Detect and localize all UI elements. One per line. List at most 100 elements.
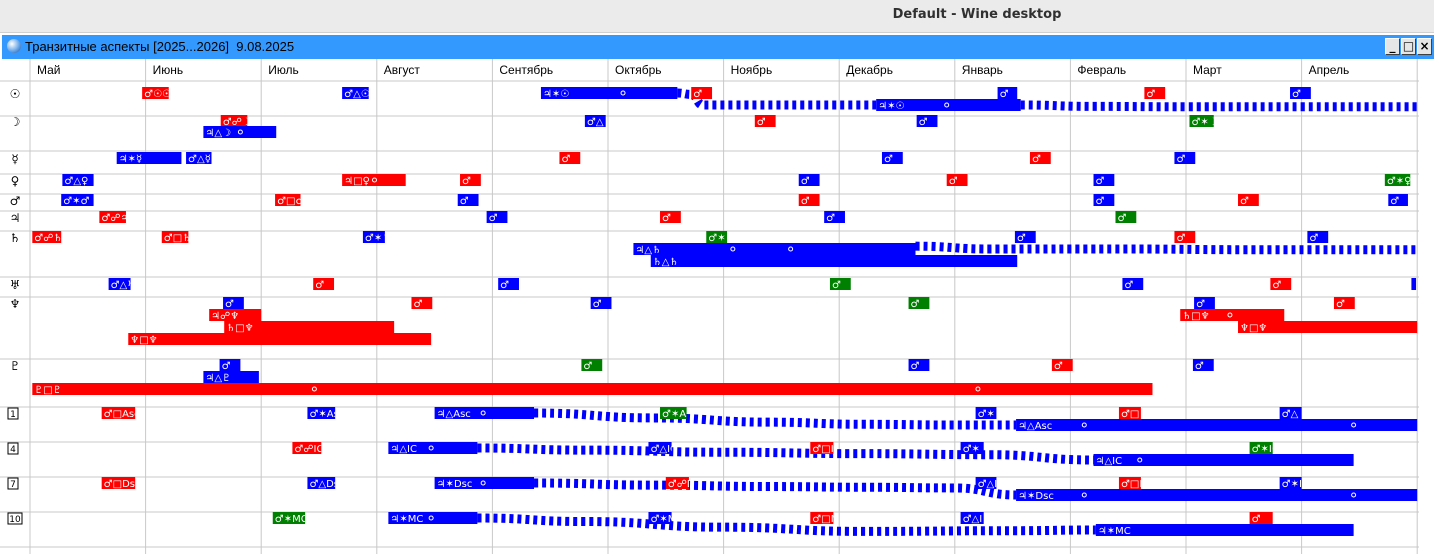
- aspect-bar-rect[interactable]: [99, 211, 126, 223]
- aspect-bar-rect[interactable]: [881, 152, 903, 164]
- aspect-bar[interactable]: ♂: [946, 174, 968, 187]
- aspect-bar-rect[interactable]: [1192, 359, 1214, 371]
- aspect-bar-rect[interactable]: [498, 278, 519, 290]
- aspect-bar[interactable]: ♂: [1307, 231, 1329, 244]
- aspect-bar[interactable]: ♂: [908, 359, 930, 372]
- aspect-bar-rect[interactable]: [1014, 231, 1036, 243]
- aspect-bar[interactable]: ♂: [223, 297, 244, 310]
- aspect-bar[interactable]: ♂: [581, 359, 603, 372]
- aspect-bar[interactable]: ♂: [1290, 87, 1311, 100]
- aspect-bar[interactable]: ♂: [1122, 278, 1144, 291]
- aspect-bar-rect[interactable]: [32, 383, 1153, 395]
- aspect-bar[interactable]: ♄△♄: [650, 255, 1018, 268]
- aspect-bar[interactable]: ♂✶IC: [1249, 442, 1279, 455]
- aspect-bar[interactable]: ♂: [881, 152, 903, 165]
- aspect-bar-rect[interactable]: [1290, 87, 1311, 99]
- aspect-bar-rect[interactable]: [1118, 407, 1141, 419]
- aspect-bar[interactable]: ♂△Dsc: [307, 477, 344, 490]
- aspect-bar-rect[interactable]: [1279, 477, 1302, 489]
- aspect-bar-rect[interactable]: [648, 442, 672, 454]
- aspect-bar-rect[interactable]: [1249, 512, 1273, 524]
- aspect-bar[interactable]: ♃△IC: [388, 442, 478, 455]
- aspect-bar-rect[interactable]: [691, 87, 713, 99]
- aspect-bar[interactable]: ♂: [660, 211, 681, 224]
- aspect-bar[interactable]: ♂✶MC: [648, 512, 683, 525]
- aspect-bar[interactable]: ♂: [1174, 231, 1196, 244]
- aspect-bar-rect[interactable]: [559, 152, 581, 164]
- aspect-bar[interactable]: ♃✶☿: [116, 152, 182, 165]
- aspect-bar-rect[interactable]: [128, 333, 432, 345]
- aspect-bar[interactable]: [1411, 278, 1417, 290]
- aspect-bar[interactable]: ♂☍Dsc: [665, 477, 706, 490]
- aspect-bar-rect[interactable]: [798, 174, 820, 186]
- aspect-bar[interactable]: ♂: [691, 87, 713, 100]
- aspect-bar-rect[interactable]: [1095, 524, 1354, 536]
- aspect-bar-rect[interactable]: [62, 174, 94, 186]
- aspect-bar[interactable]: ♂: [590, 297, 612, 310]
- aspect-bar-rect[interactable]: [660, 211, 681, 223]
- aspect-bar[interactable]: ♂: [1388, 194, 1408, 207]
- aspect-bar[interactable]: ♂: [824, 211, 845, 224]
- aspect-bar-rect[interactable]: [1051, 359, 1073, 371]
- aspect-bar[interactable]: ♂: [1115, 211, 1137, 224]
- aspect-bar-rect[interactable]: [650, 255, 1018, 267]
- aspect-bar-rect[interactable]: [434, 477, 535, 489]
- aspect-bar-rect[interactable]: [108, 278, 131, 290]
- close-button[interactable]: ×: [1417, 38, 1432, 55]
- aspect-bar-rect[interactable]: [706, 231, 728, 243]
- aspect-bar[interactable]: ♂□Dsc: [101, 477, 141, 490]
- aspect-bar-rect[interactable]: [342, 174, 406, 186]
- aspect-bar[interactable]: ♂☍♄: [32, 231, 62, 244]
- aspect-bar-rect[interactable]: [633, 243, 916, 255]
- aspect-bar-rect[interactable]: [584, 115, 606, 127]
- aspect-bar-rect[interactable]: [665, 477, 689, 489]
- aspect-bar-rect[interactable]: [1307, 231, 1329, 243]
- aspect-bar[interactable]: ♂□: [1118, 407, 1141, 420]
- aspect-bar-rect[interactable]: [1174, 152, 1196, 164]
- aspect-bar[interactable]: ♃✶Dsc: [1016, 489, 1418, 502]
- aspect-bar[interactable]: ♂: [1029, 152, 1051, 165]
- aspect-bar-rect[interactable]: [660, 407, 687, 419]
- aspect-bar-rect[interactable]: [946, 174, 968, 186]
- aspect-bar-rect[interactable]: [1016, 419, 1418, 431]
- aspect-bar-rect[interactable]: [1333, 297, 1355, 309]
- aspect-bar-rect[interactable]: [457, 194, 479, 206]
- aspect-bar-rect[interactable]: [101, 407, 136, 419]
- aspect-bar-rect[interactable]: [908, 359, 930, 371]
- aspect-bar[interactable]: ♂: [1194, 297, 1215, 310]
- aspect-bar[interactable]: ♃□♀: [342, 174, 406, 187]
- aspect-bar-rect[interactable]: [1194, 297, 1215, 309]
- aspect-bar[interactable]: ♂☍☽: [220, 115, 251, 128]
- aspect-bar[interactable]: ♂: [1174, 152, 1196, 165]
- aspect-bar-rect[interactable]: [1144, 87, 1166, 99]
- aspect-bar[interactable]: ♂□♂: [275, 194, 304, 207]
- aspect-bar[interactable]: ♂△I: [960, 512, 984, 525]
- aspect-bar[interactable]: ♂: [916, 115, 938, 128]
- aspect-bar[interactable]: ♂: [829, 278, 851, 291]
- aspect-bar-rect[interactable]: [975, 477, 997, 489]
- aspect-bar-rect[interactable]: [1093, 194, 1115, 206]
- aspect-bar-rect[interactable]: [1238, 321, 1418, 333]
- aspect-bar[interactable]: ♂✶: [960, 442, 984, 455]
- aspect-bar-rect[interactable]: [1016, 489, 1418, 501]
- aspect-bar[interactable]: ♃✶MC: [1095, 524, 1354, 537]
- aspect-bar-rect[interactable]: [581, 359, 603, 371]
- aspect-bar-rect[interactable]: [1238, 194, 1259, 206]
- aspect-bar-rect[interactable]: [1174, 231, 1196, 243]
- aspect-bar[interactable]: ♂✶Asc: [660, 407, 697, 420]
- aspect-bar[interactable]: ♃☍♆: [209, 309, 262, 322]
- aspect-bar-rect[interactable]: [223, 297, 244, 309]
- aspect-bar[interactable]: ♂: [798, 194, 820, 207]
- aspect-bar-rect[interactable]: [224, 321, 395, 333]
- aspect-bar-rect[interactable]: [1279, 407, 1302, 419]
- aspect-bar[interactable]: ♂△I: [975, 477, 998, 490]
- aspect-bar[interactable]: ♂□Asc: [101, 407, 140, 420]
- aspect-bar-rect[interactable]: [275, 194, 301, 206]
- aspect-bar[interactable]: ♂✶MC: [272, 512, 308, 525]
- aspect-bar-rect[interactable]: [116, 152, 182, 164]
- aspect-bar[interactable]: ♂△☿: [186, 152, 212, 165]
- aspect-bar-rect[interactable]: [960, 442, 984, 454]
- aspect-bar[interactable]: ♂: [908, 297, 930, 310]
- aspect-bar[interactable]: ♂△☽: [584, 115, 613, 128]
- aspect-bar[interactable]: ♃✶Dsc: [434, 477, 535, 490]
